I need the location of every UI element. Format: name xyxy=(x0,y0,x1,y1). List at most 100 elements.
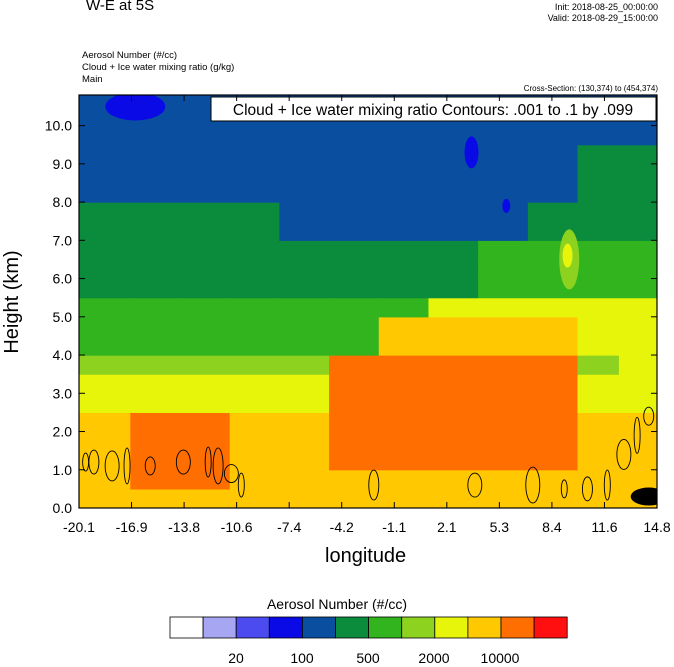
x-tick-label: 11.6 xyxy=(591,519,617,535)
field-cell xyxy=(428,393,479,413)
field-cell xyxy=(279,412,330,433)
field-cell xyxy=(329,163,380,184)
colorbar-swatch xyxy=(169,616,204,639)
field-cell xyxy=(577,163,620,184)
field-cell xyxy=(229,488,280,508)
field-cell xyxy=(279,125,330,146)
field-cell xyxy=(527,431,579,452)
cloud-contour xyxy=(104,450,120,482)
field-cell xyxy=(130,412,181,433)
field-cell xyxy=(527,374,579,394)
field-cell xyxy=(229,355,280,375)
field-cell xyxy=(618,125,657,146)
plot-frame xyxy=(78,94,658,509)
field-cell xyxy=(618,163,657,184)
field-cell xyxy=(79,393,131,413)
field-cell xyxy=(378,182,430,203)
y-tick-label: 1.0 xyxy=(53,462,73,478)
colorbar-swatch xyxy=(401,616,436,639)
field-cell xyxy=(478,431,529,452)
field-cell xyxy=(130,297,181,318)
field-cell xyxy=(577,431,620,452)
field-cell xyxy=(478,355,529,375)
field-cell xyxy=(329,316,380,337)
field-cell xyxy=(428,374,479,394)
field-cell xyxy=(577,316,620,337)
cloud-contour xyxy=(212,447,224,485)
field-cell xyxy=(180,125,231,146)
field-cell xyxy=(130,259,181,280)
init-time: Init: 2018-08-25_00:00:00 xyxy=(554,2,658,12)
field-cell xyxy=(79,144,131,165)
x-axis-label: longitude xyxy=(325,545,406,567)
y-tick-label: 8.0 xyxy=(53,194,73,210)
cloud-contour xyxy=(560,479,568,499)
colorbar-labels: 20 100 500 2000 10000 xyxy=(228,650,519,666)
field-cell xyxy=(329,412,380,433)
x-axis-ticks: -20.1 -16.9 -13.8 -10.6 -7.4 -4.2 -1.1 2.1 5.3 8.… xyxy=(63,95,671,535)
cross-section-label: Cross-Section: (130,374) to (454,374) xyxy=(523,84,658,93)
cloud-contour xyxy=(144,456,156,476)
field-cell xyxy=(618,450,657,471)
field-cell xyxy=(279,450,330,471)
field-cell xyxy=(180,259,231,280)
field-cell xyxy=(180,412,231,433)
cloud-contour xyxy=(123,447,131,485)
field-cell xyxy=(378,412,430,433)
colorbar-label: 20 xyxy=(228,650,244,666)
field-cell xyxy=(527,182,579,203)
contour-info-box: Cloud + Ice water mixing ratio Contours:… xyxy=(210,96,657,122)
field-cell xyxy=(527,469,579,490)
field-cell xyxy=(378,163,430,184)
field-cell xyxy=(329,450,380,471)
field-cell xyxy=(428,335,479,356)
colorbar-swatch xyxy=(202,616,237,639)
field-cell xyxy=(577,297,620,318)
field-cell xyxy=(180,355,231,375)
field-cell xyxy=(279,316,330,337)
field-cell xyxy=(229,278,280,299)
field-cell xyxy=(329,374,380,394)
field-cell xyxy=(478,469,529,490)
field-cell xyxy=(279,240,330,261)
field-cell xyxy=(478,278,529,299)
field-cell xyxy=(130,125,181,146)
field-cell xyxy=(618,393,657,413)
field-cell xyxy=(618,335,657,356)
colorbar-label: 100 xyxy=(290,650,314,666)
colorbar-swatch xyxy=(434,616,469,639)
field-cell xyxy=(279,335,330,356)
plot-title: W-E at 5S xyxy=(86,0,155,14)
field-cell xyxy=(527,393,579,413)
colorbar-swatch xyxy=(301,616,336,639)
field-cell xyxy=(428,163,479,184)
field-cell xyxy=(618,297,657,318)
field-cell xyxy=(130,316,181,337)
field-cell xyxy=(229,469,280,490)
field-cell xyxy=(279,278,330,299)
field-cell xyxy=(79,469,131,490)
y-axis-label: Height (km) xyxy=(1,250,23,353)
field-cell xyxy=(229,335,280,356)
field-cell xyxy=(527,488,579,508)
y-tick-label: 6.0 xyxy=(53,271,73,287)
field-cell xyxy=(378,240,430,261)
cloud-contour xyxy=(581,476,593,502)
field-cell xyxy=(329,355,380,375)
field-cell xyxy=(378,144,430,165)
field-cell xyxy=(428,355,479,375)
field-cell xyxy=(378,335,430,356)
field-cell xyxy=(577,335,620,356)
field-cell xyxy=(279,393,330,413)
colorbar-label: 2000 xyxy=(418,650,449,666)
field-cell xyxy=(577,221,620,241)
field-cell xyxy=(378,221,430,241)
y-tick-label: 5.0 xyxy=(53,309,73,325)
field-feature xyxy=(502,198,511,213)
field-cell xyxy=(130,374,181,394)
field-cell xyxy=(577,240,620,261)
y-tick-label: 9.0 xyxy=(53,156,73,172)
field-cell xyxy=(279,488,330,508)
field-cell xyxy=(79,488,131,508)
field-cell xyxy=(229,450,280,471)
